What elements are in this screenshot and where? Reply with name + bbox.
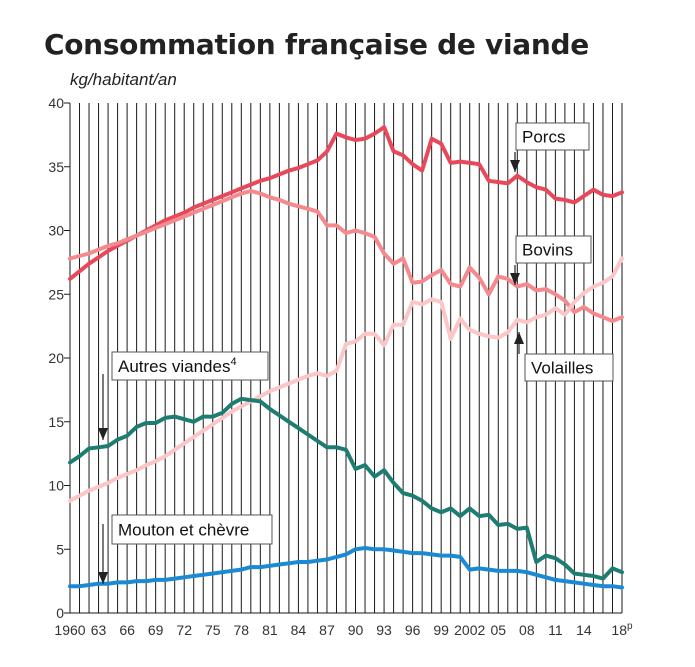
series-line-3 xyxy=(68,396,624,581)
annotation-label: Autres viandes4 xyxy=(118,356,237,376)
annotation-label: Mouton et chèvre xyxy=(118,521,249,540)
y-tick-label: 5 xyxy=(56,541,64,557)
chart-title: Consommation française de viande xyxy=(44,28,589,61)
y-tick-label: 30 xyxy=(48,223,64,239)
x-tick-label: 99 xyxy=(433,622,449,638)
annotation-label: Porcs xyxy=(522,128,565,147)
annotation-arrow-head xyxy=(98,572,108,584)
x-tick-label: 78 xyxy=(234,622,250,638)
y-tick-label: 40 xyxy=(48,95,64,111)
annotation-4: Mouton et chèvre xyxy=(98,514,273,584)
x-tick-label: 90 xyxy=(348,622,364,638)
series-lines xyxy=(68,125,624,590)
y-axis-unit-label: kg/habitant/an xyxy=(70,70,177,89)
annotation-box xyxy=(111,351,269,381)
x-tick-label: 1960 xyxy=(54,622,85,638)
annotation-label: Volailles xyxy=(531,359,593,378)
annotation-1: Bovins xyxy=(510,235,592,285)
annotation-box xyxy=(515,235,592,264)
annotation-box xyxy=(515,122,590,151)
x-tick-label: 63 xyxy=(91,622,107,638)
x-tick-label: 66 xyxy=(119,622,135,638)
x-tick-label: 96 xyxy=(405,622,421,638)
x-tick-label: 75 xyxy=(205,622,221,638)
x-tick-label: 84 xyxy=(291,622,307,638)
annotation-box xyxy=(524,353,614,382)
y-tick-label: 20 xyxy=(48,350,64,366)
annotation-0: Porcs xyxy=(510,122,590,172)
x-tick-label: 81 xyxy=(262,622,278,638)
y-tick-label: 15 xyxy=(48,414,64,430)
annotation-label: Bovins xyxy=(522,241,573,260)
annotation-arrow-head xyxy=(510,273,520,285)
series-line-0 xyxy=(68,125,624,281)
series-line-4 xyxy=(68,546,624,590)
x-tick-label: 08 xyxy=(519,622,535,638)
annotation-arrow-head xyxy=(98,428,108,440)
annotation-arrow-head xyxy=(510,160,520,172)
x-tick-label: 93 xyxy=(376,622,392,638)
y-tick-label: 25 xyxy=(48,286,64,302)
x-tick-label: 05 xyxy=(490,622,506,638)
series-line-2 xyxy=(68,256,624,503)
x-axis-ticks: 1960 63 66 69 72 75 78 81 84 87 90 93 96 99 2002 05 08 11… xyxy=(54,621,633,638)
series-annotations: Porcs Bovins Volailles Autres viandes4 Mouto… xyxy=(98,122,614,584)
x-tick-label: 11 xyxy=(548,622,563,638)
y-axis-ticks: 0 5 10 15 20 25 30 35 40 xyxy=(48,95,70,621)
annotation-arrow-head xyxy=(514,332,524,344)
x-tick-label: 72 xyxy=(176,622,192,638)
annotation-3: Autres viandes4 xyxy=(98,351,269,440)
y-tick-label: 0 xyxy=(56,605,64,621)
x-tick-label: 18p xyxy=(611,621,633,638)
x-tick-label: 87 xyxy=(319,622,335,638)
x-tick-label: 14 xyxy=(576,622,592,638)
annotation-2: Volailles xyxy=(514,332,614,382)
annotation-box xyxy=(111,514,273,545)
y-tick-label: 35 xyxy=(48,159,64,175)
x-tick-label: 2002 xyxy=(454,622,485,638)
x-tick-label: 69 xyxy=(148,622,164,638)
series-line-1 xyxy=(68,189,624,323)
y-tick-label: 10 xyxy=(48,478,64,494)
